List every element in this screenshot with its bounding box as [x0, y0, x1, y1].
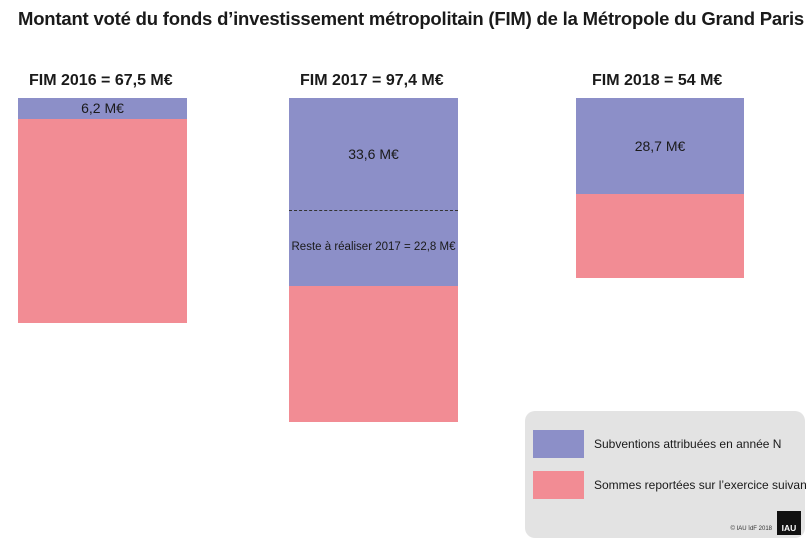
column-title-2018: FIM 2018 = 54 M€: [592, 72, 723, 89]
bar-fim-2016: 6,2 M€: [18, 98, 187, 323]
chart-title: Montant voté du fonds d’investissement m…: [18, 8, 804, 29]
data-label-reste: Reste à réaliser 2017 = 22,8 M€: [291, 240, 456, 253]
legend-label-reportees: Sommes reportées sur l’exercice suivant: [594, 478, 807, 492]
bar-segment-subventions: [289, 98, 458, 210]
legend-label-subventions: Subventions attribuées en année N: [594, 437, 782, 451]
bar-fim-2018: 28,7 M€: [576, 98, 744, 278]
iau-logo: IAU: [777, 511, 801, 535]
copyright-text: © IAU îdF 2018: [730, 526, 772, 532]
dashed-separator: [289, 209, 458, 211]
legend: Subventions attribuées en année N Sommes…: [525, 411, 807, 538]
bar-segment-reste-a-realiser: [289, 209, 458, 286]
data-label: 28,7 M€: [634, 137, 686, 154]
bar-segment-subventions: [576, 98, 744, 194]
column-title-2017: FIM 2017 = 97,4 M€: [300, 72, 444, 89]
bar-segment-reportees: [289, 285, 458, 423]
data-label: 33,6 M€: [348, 145, 399, 162]
legend-swatch-subventions: [533, 430, 584, 458]
bar-segment-subventions: [18, 98, 187, 119]
data-label: 6,2 M€: [81, 100, 124, 117]
column-title-2016: FIM 2016 = 67,5 M€: [29, 72, 173, 89]
bar-fim-2017: 33,6 M€ Reste à réaliser 2017 = 22,8 M€: [289, 98, 458, 423]
legend-swatch-reportees: [533, 471, 584, 499]
bar-segment-reportees: [18, 118, 187, 323]
bar-segment-reportees: [576, 193, 744, 278]
